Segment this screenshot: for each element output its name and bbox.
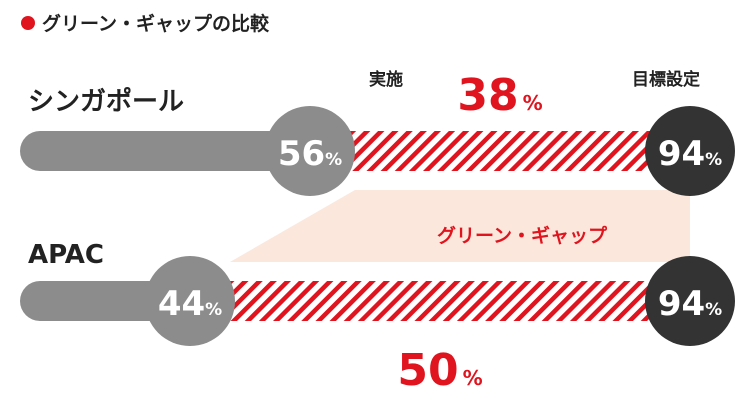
actual-number-singapore: 56	[278, 134, 325, 174]
actual-header: 実施	[369, 69, 403, 90]
gap-percent-singapore: %	[523, 91, 543, 115]
gap-bar-apac	[190, 281, 690, 321]
gap-number-apac: 50	[397, 345, 458, 396]
actual-number-apac: 44	[158, 284, 205, 324]
row-label-singapore: シンガポール	[28, 86, 184, 117]
gap-number-singapore: 38	[457, 70, 518, 121]
target-number-apac: 94	[658, 284, 705, 324]
actual-circle-apac	[145, 256, 235, 346]
gap-percent-apac: %	[463, 366, 483, 390]
chart-title: グリーン・ギャップの比較	[42, 12, 270, 35]
green-gap-label: グリーン・ギャップ	[437, 224, 608, 247]
actual-circle-singapore	[265, 106, 355, 196]
target-percent-singapore: %	[705, 150, 722, 170]
actual-percent-singapore: %	[325, 150, 342, 170]
title-bullet-icon	[21, 16, 35, 30]
target-number-singapore: 94	[658, 134, 705, 174]
target-value-apac: 94%	[658, 284, 722, 324]
actual-value-apac: 44%	[158, 284, 222, 324]
actual-percent-apac: %	[205, 300, 222, 320]
gap-value-singapore: 38%	[457, 70, 542, 121]
actual-value-singapore: 56%	[278, 134, 342, 174]
target-header: 目標設定	[632, 69, 700, 90]
actual-bar-singapore	[20, 131, 310, 171]
gap-band	[230, 190, 690, 262]
gap-value-apac: 50%	[397, 345, 482, 396]
row-label-apac: APAC	[28, 240, 104, 270]
target-circle-apac	[645, 256, 735, 346]
target-percent-apac: %	[705, 300, 722, 320]
target-value-singapore: 94%	[658, 134, 722, 174]
target-circle-singapore	[645, 106, 735, 196]
gap-bar-singapore	[310, 131, 690, 171]
